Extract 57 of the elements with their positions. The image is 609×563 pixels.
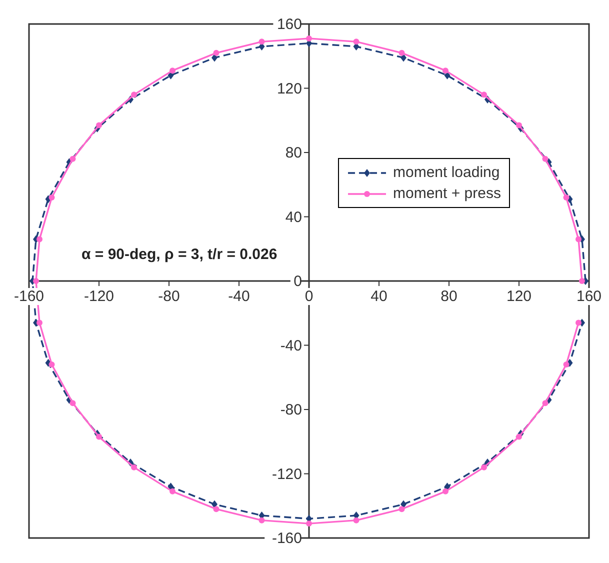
x-tick-label: 160 (576, 288, 602, 305)
point (70, 156, 76, 162)
point (170, 68, 176, 74)
point (213, 50, 220, 56)
x-tick-label: -40 (228, 288, 250, 305)
point (306, 35, 312, 42)
point (542, 400, 548, 406)
x-tick-label: 40 (370, 288, 388, 305)
point (36, 236, 42, 242)
point (398, 506, 405, 512)
annotation: α = 90-deg, ρ = 3, t/r = 0.026 (82, 246, 278, 263)
point (353, 517, 360, 524)
point (170, 488, 176, 494)
point (213, 506, 220, 512)
point (542, 156, 548, 162)
point (353, 38, 360, 45)
point (48, 362, 55, 368)
point (36, 320, 42, 326)
x-tick-label: -80 (158, 288, 180, 305)
point (576, 320, 582, 326)
y-tick-label: 160 (276, 16, 302, 33)
point (258, 517, 265, 524)
point (576, 236, 582, 242)
point (33, 278, 39, 284)
point (131, 464, 137, 470)
point (70, 400, 76, 406)
y-tick-label: 40 (285, 208, 302, 226)
y-tick-label: 0 (294, 273, 302, 290)
point (398, 50, 405, 56)
y-tick-label: -160 (272, 530, 302, 547)
y-tick-label: -40 (280, 337, 302, 354)
legend-label: moment + press (393, 184, 501, 204)
point (96, 122, 102, 128)
y-tick-label: 80 (285, 144, 302, 162)
y-tick-label: -80 (280, 402, 302, 418)
legend-label: moment loading (393, 163, 500, 183)
point (563, 362, 570, 368)
point (481, 464, 487, 470)
point (442, 488, 448, 494)
point (516, 122, 522, 128)
point (516, 434, 522, 440)
x-tick-label: 120 (506, 288, 532, 305)
point (306, 520, 312, 527)
point (442, 68, 448, 74)
point (563, 194, 570, 200)
x-tick-label: 0 (304, 288, 314, 305)
point (96, 434, 102, 440)
point (258, 38, 265, 45)
x-tick-label: -160 (14, 288, 44, 305)
x-tick-label: -120 (84, 288, 114, 305)
y-tick-label: 120 (276, 80, 302, 98)
point (131, 92, 137, 98)
point (579, 278, 585, 284)
point (48, 194, 55, 200)
point (481, 92, 487, 98)
x-tick-label: 80 (440, 288, 458, 305)
y-tick-label: -120 (272, 466, 302, 483)
